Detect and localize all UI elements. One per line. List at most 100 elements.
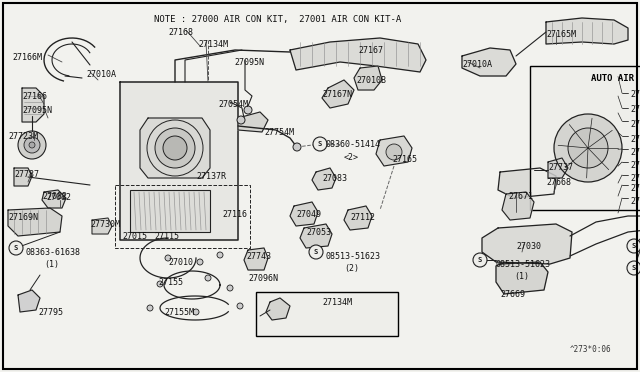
Text: 08360-51414: 08360-51414 [326,140,381,149]
Text: <2>: <2> [344,153,359,162]
Text: 27134M: 27134M [198,40,228,49]
Text: 27095N: 27095N [22,106,52,115]
Text: 27168: 27168 [168,28,193,37]
Text: 27082: 27082 [42,192,67,201]
Circle shape [293,143,301,151]
Polygon shape [8,208,62,236]
Text: S: S [14,245,18,251]
Polygon shape [42,190,66,208]
Polygon shape [92,218,112,234]
Circle shape [554,114,622,182]
Text: 27010: 27010 [168,258,193,267]
Circle shape [473,253,487,267]
Text: 27668: 27668 [546,178,571,187]
Text: 27010A: 27010A [462,60,492,69]
Text: 27737: 27737 [548,163,573,172]
Text: 27096N: 27096N [248,274,278,283]
Circle shape [147,305,153,311]
Polygon shape [18,290,40,312]
Text: 27139H: 27139H [630,120,640,129]
Text: S: S [632,243,636,249]
Text: 27166M: 27166M [12,53,42,62]
Bar [530,66,640,210]
Text: 27155: 27155 [158,278,183,287]
Text: 08513-51623: 08513-51623 [496,260,551,269]
Polygon shape [244,248,268,270]
Circle shape [217,252,223,258]
Text: 27864: 27864 [630,135,640,144]
Circle shape [627,239,640,253]
Bar [256,292,398,336]
Circle shape [9,241,23,255]
Text: 27082: 27082 [46,193,71,202]
Text: 27795: 27795 [38,308,63,317]
Polygon shape [22,88,44,122]
Text: 27620M: 27620M [630,105,640,114]
Circle shape [155,128,195,168]
Text: 08363-61638: 08363-61638 [26,248,81,257]
Text: 27167: 27167 [358,46,383,55]
Circle shape [18,131,46,159]
Text: 27730M: 27730M [90,220,120,229]
Text: 08513-51623: 08513-51623 [326,252,381,261]
Text: (1): (1) [514,272,529,281]
Text: 27049: 27049 [296,210,321,219]
Circle shape [205,275,211,281]
Bar [130,190,210,232]
Text: 27166: 27166 [22,92,47,101]
Circle shape [309,245,323,259]
Polygon shape [120,82,238,240]
Circle shape [386,144,402,160]
Circle shape [165,255,171,261]
Text: 27743: 27743 [246,252,271,261]
Circle shape [568,128,608,168]
Text: 27165M: 27165M [546,30,576,39]
Circle shape [147,120,203,176]
Text: 27787: 27787 [14,170,39,179]
Text: 27030: 27030 [516,242,541,251]
Text: 27138: 27138 [630,197,640,206]
Circle shape [197,259,203,265]
Circle shape [237,116,245,124]
Circle shape [157,281,163,287]
Polygon shape [238,112,268,132]
Text: 27112: 27112 [350,213,375,222]
Text: 27671: 27671 [508,192,533,201]
Circle shape [29,142,35,148]
Text: S: S [478,257,482,263]
Polygon shape [322,80,354,108]
Text: 27723M: 27723M [8,132,38,141]
Text: 27015: 27015 [122,232,147,241]
Circle shape [237,303,243,309]
Text: S: S [318,141,322,147]
Text: 27709: 27709 [630,184,640,193]
Polygon shape [462,48,516,76]
Text: 27148: 27148 [630,161,640,170]
Text: 27053: 27053 [306,228,331,237]
Polygon shape [344,206,372,230]
Polygon shape [354,66,382,90]
Text: 27115: 27115 [154,232,179,241]
Text: 27136: 27136 [630,174,640,183]
Polygon shape [290,38,426,72]
Text: 27754M: 27754M [264,128,294,137]
Polygon shape [502,192,534,220]
Text: 27083: 27083 [322,174,347,183]
Circle shape [627,261,640,275]
Text: AUTO AIR CON: AUTO AIR CON [591,74,640,83]
Polygon shape [496,262,548,294]
Text: S: S [314,249,318,255]
Text: 27669: 27669 [500,290,525,299]
Text: 27155M: 27155M [164,308,194,317]
Polygon shape [300,224,332,248]
Polygon shape [498,168,556,198]
Circle shape [313,137,327,151]
Text: 27134M: 27134M [322,298,352,307]
Text: 27010A: 27010A [86,70,116,79]
Text: (1): (1) [44,260,59,269]
Polygon shape [266,298,290,320]
Polygon shape [546,18,628,44]
Text: 27726N: 27726N [630,90,640,99]
Text: 27095N: 27095N [234,58,264,67]
Polygon shape [376,136,412,166]
